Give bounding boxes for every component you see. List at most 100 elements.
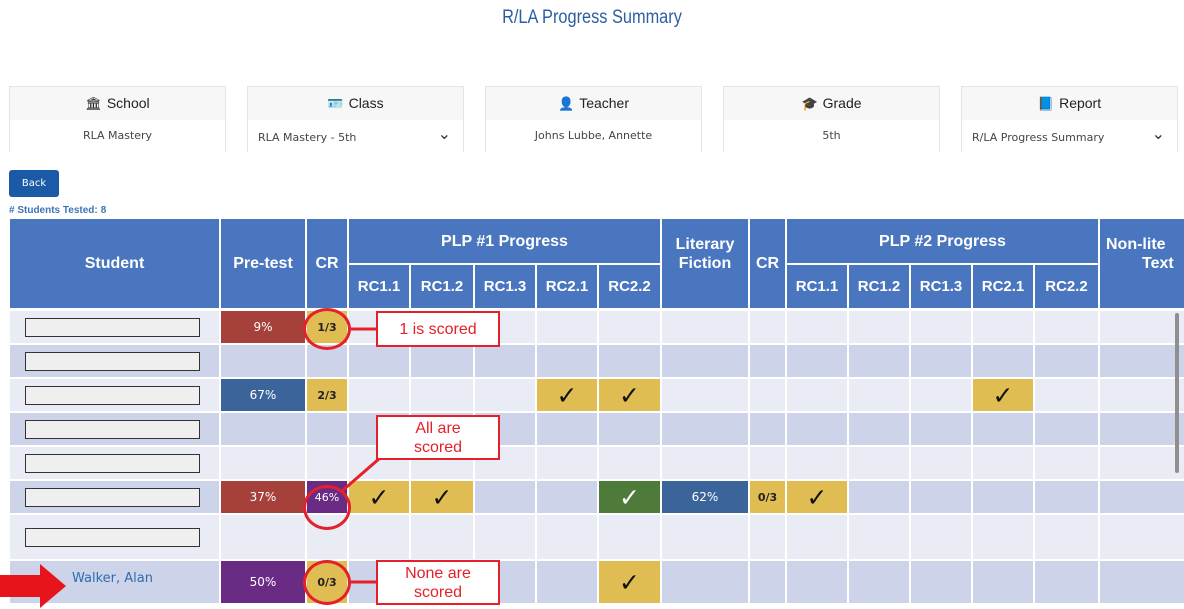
callout-circle-all-scored bbox=[303, 485, 351, 530]
table-cell bbox=[973, 447, 1033, 479]
table-cell bbox=[787, 413, 847, 445]
callout-none-line2: scored bbox=[413, 583, 463, 601]
table-cell bbox=[911, 561, 971, 603]
table-cell bbox=[537, 311, 597, 343]
table-cell bbox=[537, 345, 597, 377]
table-cell bbox=[1100, 379, 1184, 411]
table-cell bbox=[307, 447, 347, 479]
table-cell bbox=[1100, 311, 1184, 343]
table-cell bbox=[599, 447, 660, 479]
header-plp1-progress: PLP #1 Progress bbox=[349, 219, 660, 263]
filter-report[interactable]: 📘 Report R/LA Progress Summary ⌄ bbox=[961, 86, 1178, 153]
table-cell bbox=[1035, 481, 1098, 513]
filter-value: 5th bbox=[724, 120, 939, 153]
callout-all-line2: scored bbox=[413, 438, 463, 456]
filter-header: 🏛 School bbox=[10, 87, 225, 120]
table-cell bbox=[662, 311, 748, 343]
table-cell bbox=[973, 481, 1033, 513]
table-cell bbox=[750, 561, 785, 603]
table-cell bbox=[787, 345, 847, 377]
callout-circle-one-scored bbox=[303, 308, 351, 350]
redacted-student-name[interactable] bbox=[25, 420, 200, 439]
table-cell bbox=[849, 345, 909, 377]
table-cell bbox=[537, 481, 597, 513]
graduation-cap-icon: 🎓 bbox=[801, 96, 818, 111]
header-literary-line1: Literary bbox=[675, 235, 735, 253]
table-cell bbox=[599, 311, 660, 343]
student-name-link[interactable]: Walker, Alan bbox=[72, 571, 153, 586]
header-student: Student bbox=[10, 219, 219, 308]
table-cell bbox=[1035, 561, 1098, 603]
table-cell bbox=[349, 379, 409, 411]
checkmark-icon: ✓ bbox=[537, 379, 597, 411]
filter-grade: 🎓 Grade 5th bbox=[723, 86, 940, 153]
checkmark-icon: ✓ bbox=[599, 481, 660, 513]
filter-header: 🎓 Grade bbox=[724, 87, 939, 120]
table-cell bbox=[787, 515, 847, 559]
table-cell bbox=[973, 561, 1033, 603]
table-cell bbox=[849, 413, 909, 445]
table-cell bbox=[662, 379, 748, 411]
checkmark-icon: ✓ bbox=[599, 379, 660, 411]
table-cell bbox=[662, 345, 748, 377]
filter-value: RLA Mastery bbox=[10, 120, 225, 153]
table-cell bbox=[911, 379, 971, 411]
redacted-student-name[interactable] bbox=[25, 318, 200, 337]
table-cell bbox=[750, 447, 785, 479]
pretest-score: 67% bbox=[221, 379, 305, 411]
redacted-student-name[interactable] bbox=[25, 454, 200, 473]
callout-all-scored: All are scored bbox=[376, 415, 500, 460]
redacted-student-name[interactable] bbox=[25, 488, 200, 507]
table-cell bbox=[221, 413, 305, 445]
header-plp1-rc-1: RC1.2 bbox=[411, 265, 473, 308]
table-cell bbox=[221, 447, 305, 479]
table-cell bbox=[1100, 515, 1184, 559]
redacted-student-name[interactable] bbox=[25, 352, 200, 371]
filter-label: Grade bbox=[822, 95, 862, 111]
table-cell bbox=[475, 345, 535, 377]
table-cell bbox=[349, 345, 409, 377]
header-nonlit-line2: Text bbox=[1142, 254, 1174, 272]
filter-class[interactable]: 🪪 Class RLA Mastery - 5th ⌄ bbox=[247, 86, 464, 153]
header-plp2-rc-1: RC1.2 bbox=[849, 265, 909, 308]
table-cell bbox=[411, 379, 473, 411]
table-cell bbox=[911, 345, 971, 377]
filter-school: 🏛 School RLA Mastery bbox=[9, 86, 226, 153]
table-cell bbox=[911, 413, 971, 445]
vertical-scrollbar[interactable] bbox=[1175, 313, 1179, 473]
bank-icon: 🏛 bbox=[85, 96, 102, 111]
cr2-score: 0/3 bbox=[750, 481, 785, 513]
table-cell bbox=[411, 515, 473, 559]
chevron-down-icon: ⌄ bbox=[1151, 124, 1165, 143]
filter-select[interactable]: RLA Mastery - 5th ⌄ bbox=[248, 120, 463, 153]
red-arrow-icon bbox=[0, 564, 66, 608]
redacted-student-name[interactable] bbox=[25, 528, 200, 547]
filter-value-text: 5th bbox=[822, 129, 841, 142]
table-cell bbox=[537, 515, 597, 559]
callout-all-line1: All are bbox=[415, 419, 461, 437]
filter-header: 📘 Report bbox=[962, 87, 1177, 120]
table-cell bbox=[599, 413, 660, 445]
table-cell bbox=[1035, 379, 1098, 411]
table-cell bbox=[911, 481, 971, 513]
table-cell bbox=[1100, 345, 1184, 377]
table-cell bbox=[221, 515, 305, 559]
page-title: R/LA Progress Summary bbox=[502, 7, 682, 28]
filter-select[interactable]: R/LA Progress Summary ⌄ bbox=[962, 120, 1177, 153]
redacted-student-name[interactable] bbox=[25, 386, 200, 405]
callout-circle-none-scored bbox=[303, 560, 351, 605]
table-cell bbox=[849, 379, 909, 411]
table-cell bbox=[537, 413, 597, 445]
header-plp2-rc-2: RC1.3 bbox=[911, 265, 971, 308]
table-cell bbox=[1100, 561, 1184, 603]
header-plp2-progress: PLP #2 Progress bbox=[787, 219, 1098, 263]
table-cell bbox=[849, 447, 909, 479]
checkmark-icon: ✓ bbox=[411, 481, 473, 513]
pretest-score: 50% bbox=[221, 561, 305, 603]
table-cell bbox=[973, 345, 1033, 377]
table-cell bbox=[475, 515, 535, 559]
back-button[interactable]: Back bbox=[9, 170, 59, 197]
table-cell bbox=[750, 379, 785, 411]
table-cell bbox=[662, 413, 748, 445]
pretest-score: 37% bbox=[221, 481, 305, 513]
